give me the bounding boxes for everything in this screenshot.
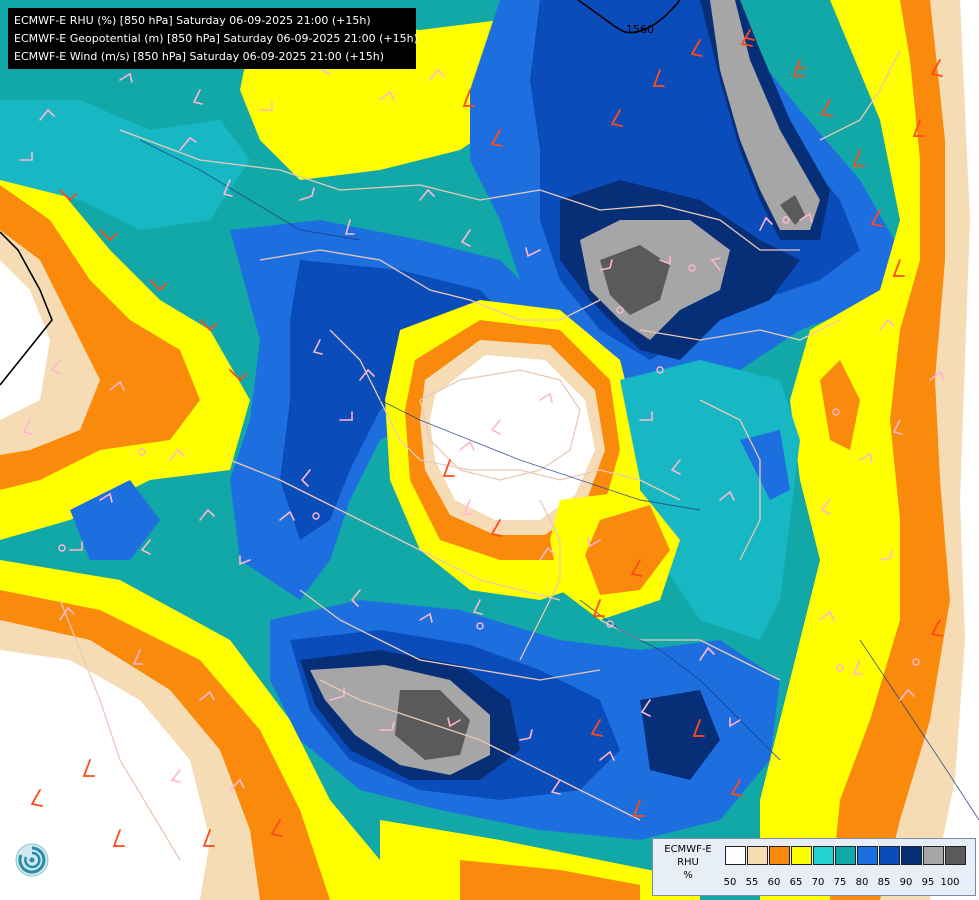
legend-swatch: [725, 846, 746, 865]
legend-tick-label: 80: [855, 877, 869, 888]
legend-model: ECMWF-E: [664, 844, 712, 855]
legend-unit: %: [683, 870, 693, 881]
legend-tick-label: 60: [767, 877, 781, 888]
legend-swatch: [923, 846, 944, 865]
map-title-box: ECMWF-E RHU (%) [850 hPa] Saturday 06-09…: [8, 8, 418, 69]
legend-header: ECMWF-E RHU %: [655, 843, 721, 882]
legend-tick-label: 90: [899, 877, 913, 888]
legend-swatch: [769, 846, 790, 865]
title-rhu: ECMWF-E RHU (%) [850 hPa] Saturday 06-09…: [14, 14, 371, 27]
legend-tick-label: 50: [723, 877, 737, 888]
legend-tick-label: 70: [811, 877, 825, 888]
legend-tick-label: 85: [877, 877, 891, 888]
legend-swatch: [857, 846, 878, 865]
legend-ticks: 50 55 60 65 70 75 80 85 90 95 100: [719, 877, 961, 888]
legend-variable: RHU: [677, 857, 699, 868]
legend-swatch: [747, 846, 768, 865]
contour-label: 1560: [626, 23, 654, 36]
legend-tick-label: 75: [833, 877, 847, 888]
color-legend: ECMWF-E RHU % 50 55 60 65 70 75 80 85 90 95 100: [652, 838, 976, 896]
legend-swatches: [725, 846, 967, 865]
title-geopotential: ECMWF-E Geopotential (m) [850 hPa] Satur…: [14, 32, 418, 45]
legend-swatch: [813, 846, 834, 865]
legend-tick-label: 100: [940, 877, 960, 888]
legend-swatch: [835, 846, 856, 865]
legend-swatch: [901, 846, 922, 865]
legend-swatch: [945, 846, 966, 865]
legend-swatch: [879, 846, 900, 865]
legend-tick-label: 55: [745, 877, 759, 888]
legend-swatch: [791, 846, 812, 865]
legend-tick-label: 95: [921, 877, 935, 888]
legend-tick-label: 65: [789, 877, 803, 888]
title-wind: ECMWF-E Wind (m/s) [850 hPa] Saturday 06…: [14, 50, 384, 63]
ecmwf-spiral-logo-icon: [14, 842, 50, 878]
